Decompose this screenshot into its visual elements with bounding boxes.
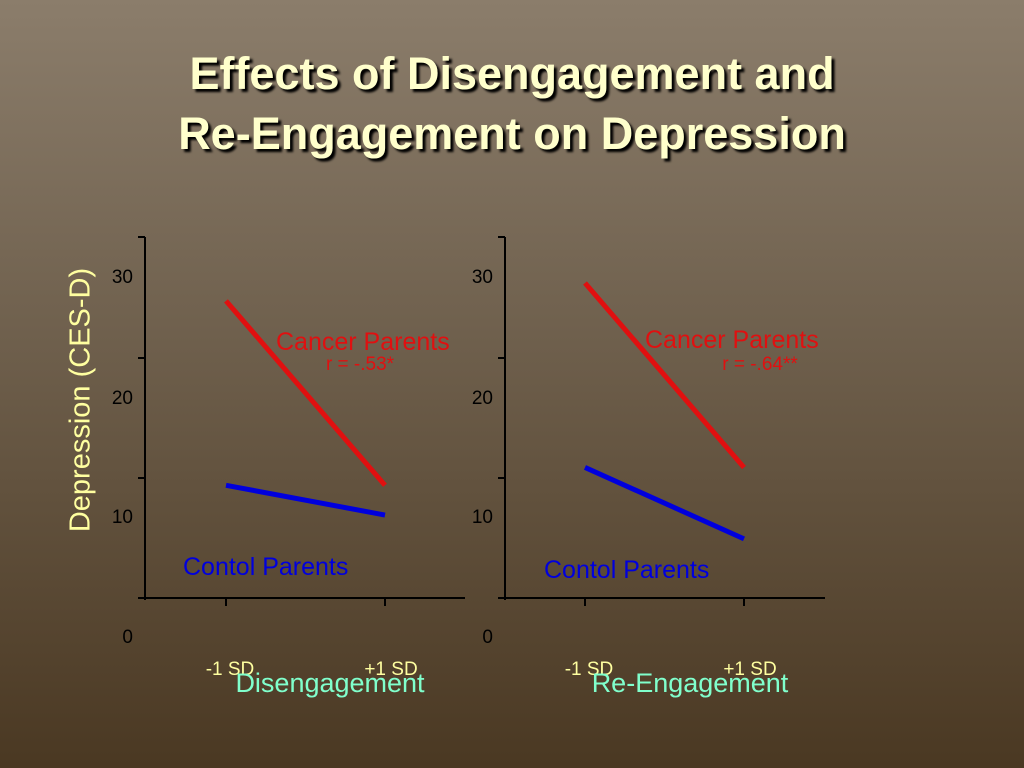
chart2-series-label-control: Contol Parents [544, 556, 709, 584]
chart2-x-tick-label: -1 SD [565, 659, 614, 680]
chart1-y-tick-label: 30 [112, 267, 133, 288]
chart1-series-label-control: Contol Parents [183, 553, 348, 581]
chart1-correlation-annotation: r = -.53* [326, 354, 395, 375]
chart2-correlation-annotation: r = -.64** [722, 354, 798, 375]
chart2-series-line-cancer [583, 281, 746, 470]
chart1-series-line-cancer [224, 299, 387, 487]
chart2-series-line-control [583, 465, 746, 542]
chart2-y-tick-label: 10 [472, 507, 493, 528]
chart1-y-tick-label: 20 [112, 388, 133, 409]
chart2-x-axis-label: Re-Engagement [592, 668, 789, 698]
chart1-y-tick-label: 0 [122, 627, 133, 648]
chart1-x-tick-label: +1 SD [364, 659, 417, 680]
chart2-x-tick-label: +1 SD [723, 659, 776, 680]
chart2-y-tick-label: 20 [472, 388, 493, 409]
chart2-y-tick-label: 0 [482, 627, 493, 648]
chart1-series-label-cancer: Cancer Parents [276, 328, 450, 356]
title-line-2: Re-Engagement on Depression [178, 108, 846, 159]
chart1-series-line-control [225, 482, 386, 518]
slide-title: Effects of Disengagement and Re-Engageme… [0, 44, 1024, 164]
title-line-1: Effects of Disengagement and [189, 48, 835, 99]
chart1-y-tick-label: 10 [112, 507, 133, 528]
chart2-series-label-cancer: Cancer Parents [645, 326, 819, 354]
chart1-x-tick-label: -1 SD [206, 659, 255, 680]
chart2-y-tick-label: 30 [472, 267, 493, 288]
chart1-x-axis-label: Disengagement [235, 668, 425, 698]
